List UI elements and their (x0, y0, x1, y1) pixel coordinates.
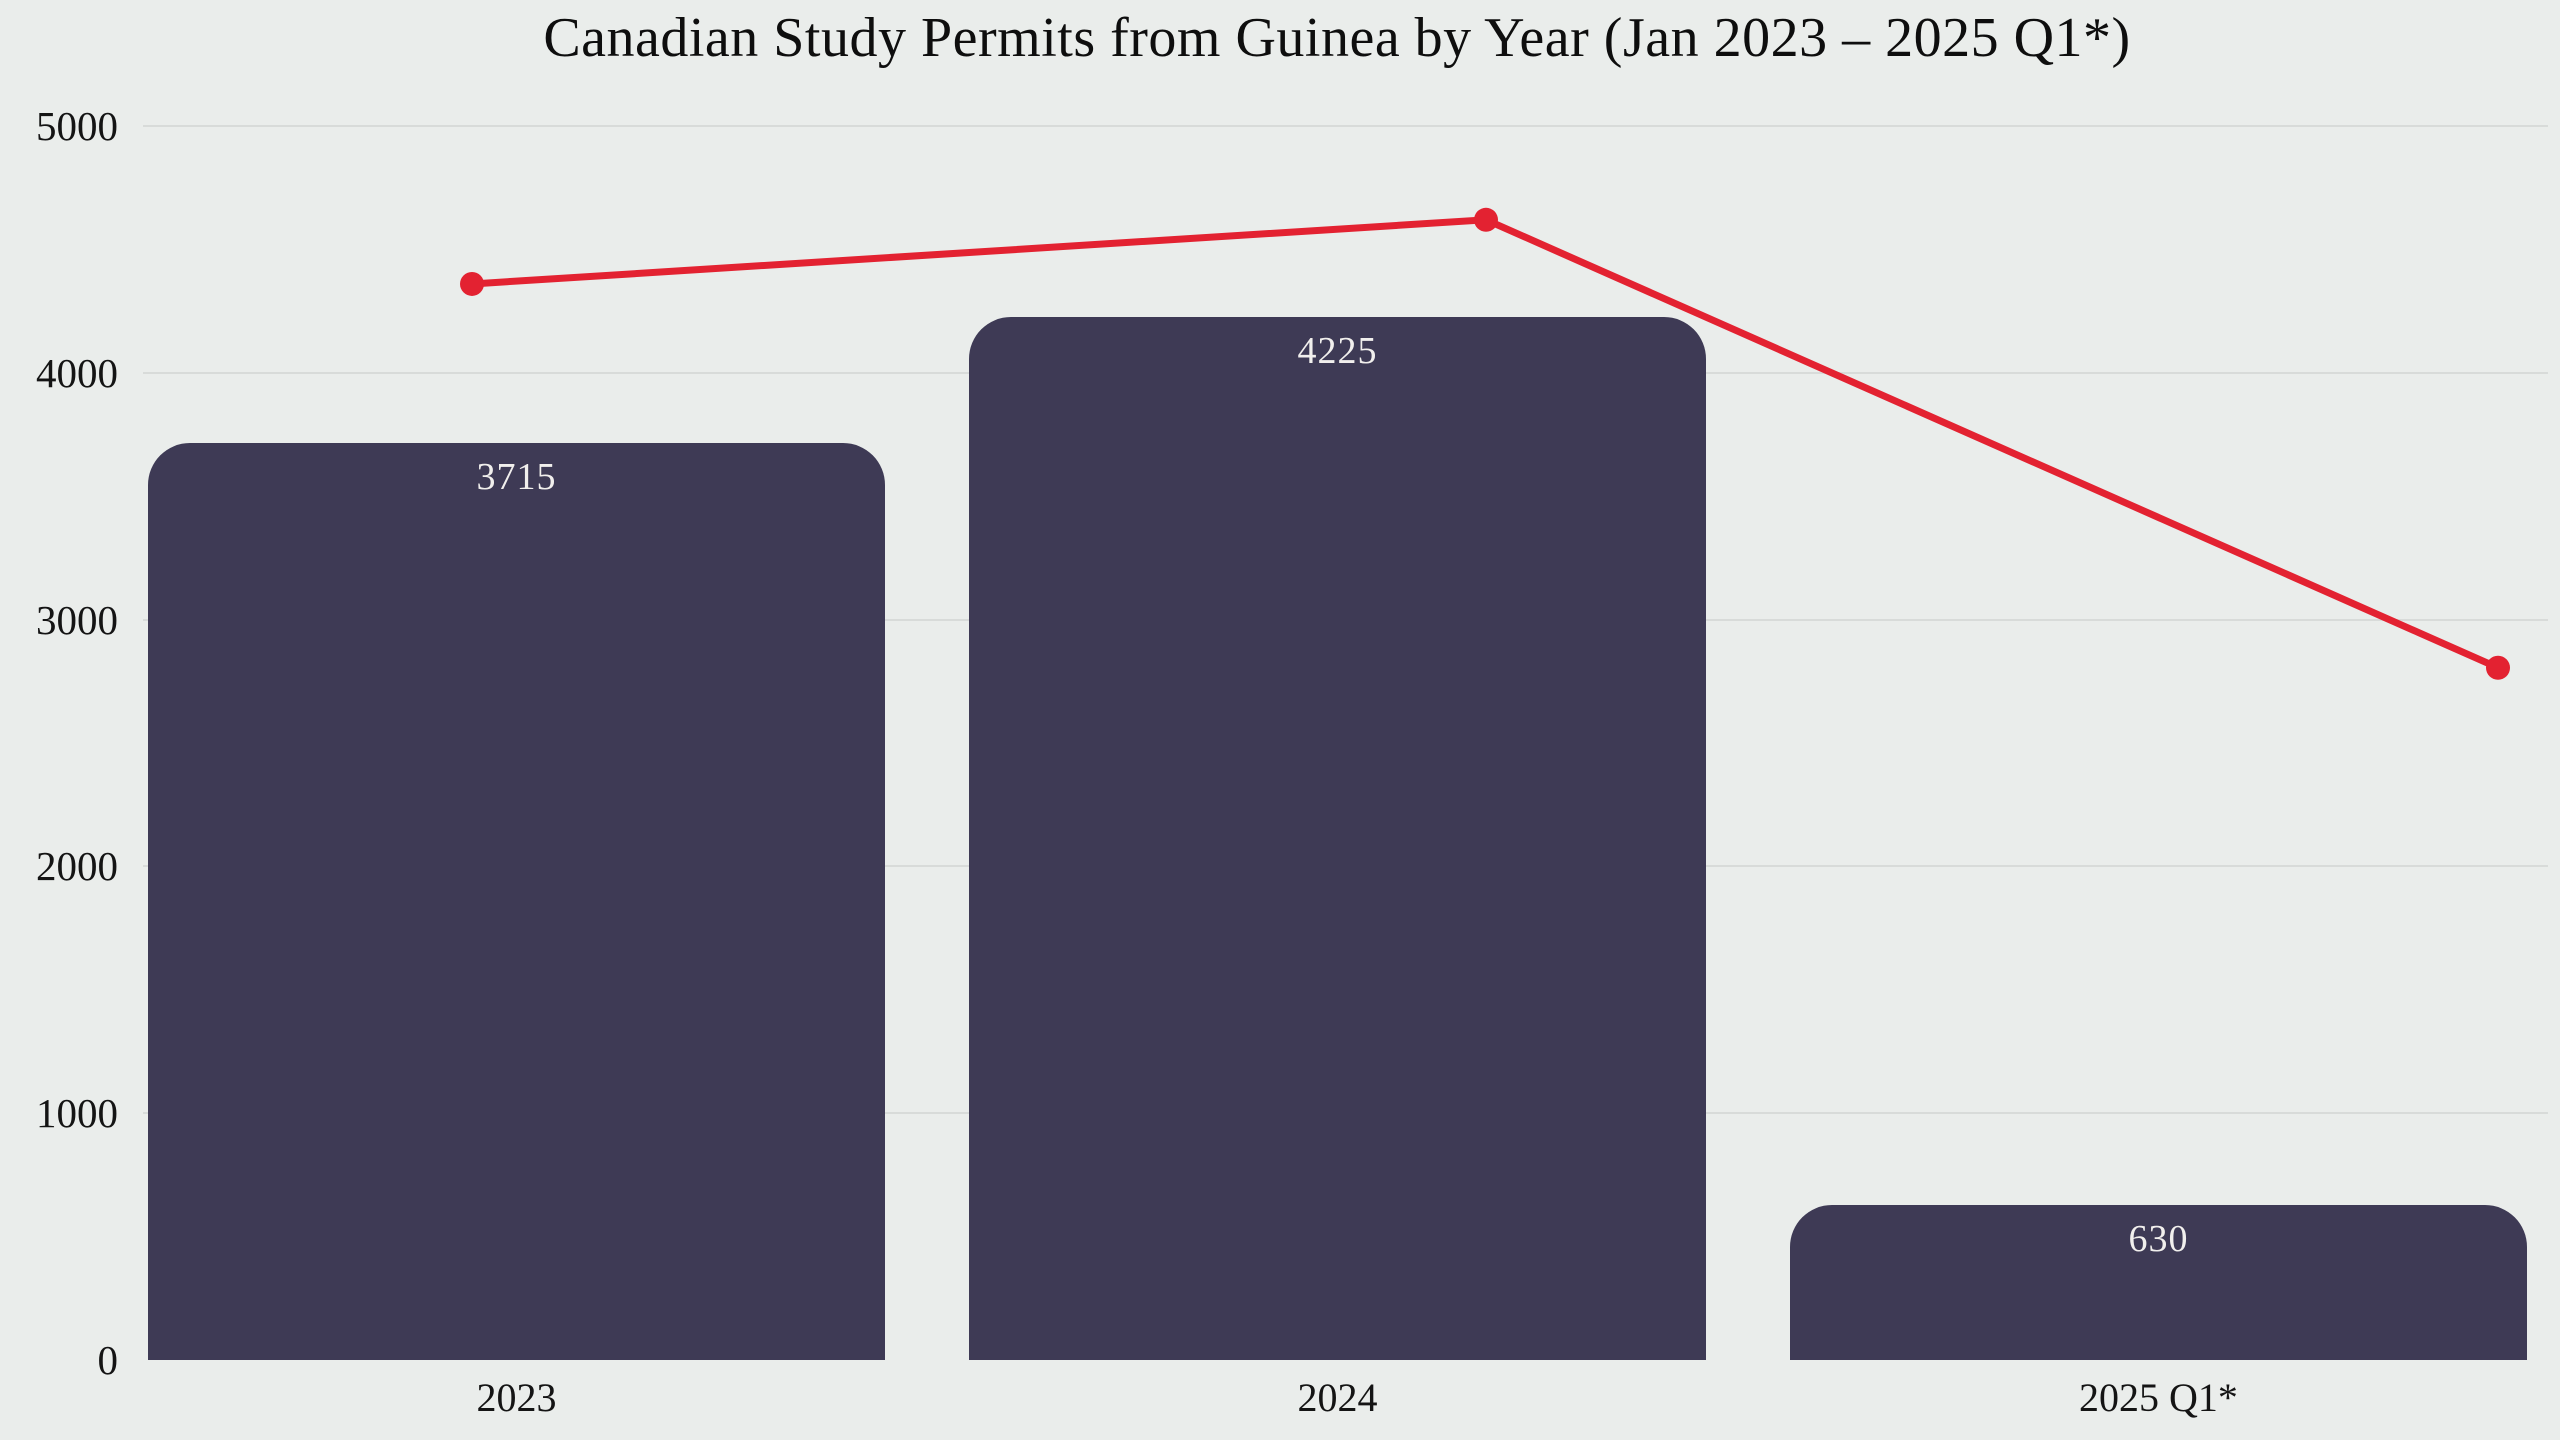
y-tick-label-5000: 5000 (36, 103, 118, 149)
bar-2023 (148, 443, 885, 1360)
gridline-5000 (143, 125, 2548, 127)
y-tick-label-3000: 3000 (36, 596, 118, 643)
bar-value-label: 3715 (476, 456, 557, 499)
x-tick-label: 2023 (476, 1375, 557, 1420)
trend-line-marker (1474, 207, 1498, 232)
y-tick-label-4000: 4000 (36, 349, 118, 396)
chart-title: Canadian Study Permits from Guinea by Ye… (543, 7, 2131, 69)
trend-line-marker (2486, 655, 2510, 680)
x-tick-label: 2024 (1297, 1375, 1378, 1420)
trend-line-marker (460, 271, 484, 296)
bar-2024 (969, 317, 1706, 1360)
trend-line (471, 216, 2500, 671)
bar-2025-q1- (1790, 1204, 2527, 1360)
bar-value-label: 4225 (1297, 330, 1378, 373)
y-tick-label-1000: 1000 (36, 1090, 118, 1137)
x-tick-label: 2025 Q1* (2079, 1375, 2238, 1420)
y-tick-label-2000: 2000 (36, 843, 118, 890)
bar-value-label: 630 (2128, 1217, 2189, 1260)
y-tick-label-0: 0 (97, 1337, 119, 1383)
